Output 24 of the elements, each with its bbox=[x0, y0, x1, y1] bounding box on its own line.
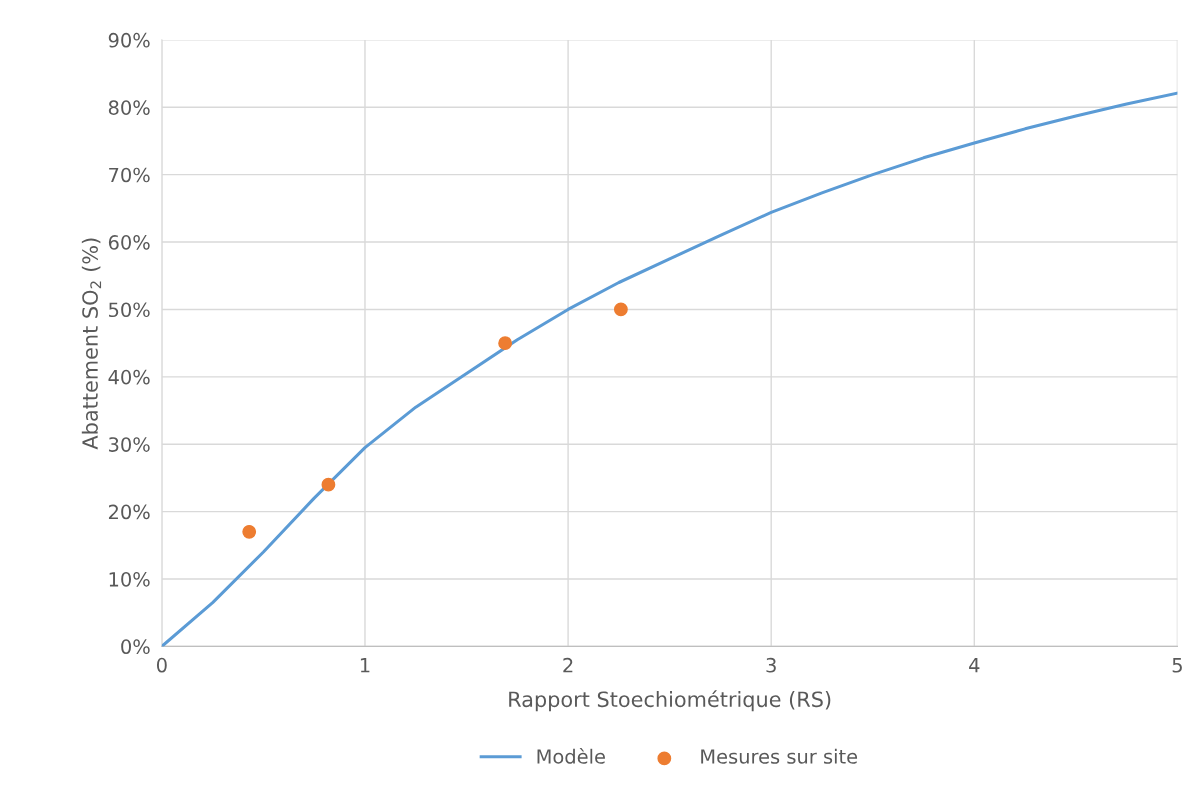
legend-label: Modèle bbox=[537, 748, 605, 764]
y-tick-label: 0% bbox=[121, 639, 150, 655]
y-tick-label: 20% bbox=[108, 504, 150, 520]
y-tick-label: 80% bbox=[108, 100, 150, 115]
point bbox=[321, 477, 336, 492]
y-axis-title: Abattement SO$_{2}$ (%) bbox=[81, 238, 102, 450]
y-tick-label: 10% bbox=[109, 571, 150, 587]
x-tick-label: 1 bbox=[360, 658, 370, 673]
y-tick-label: 90% bbox=[108, 32, 150, 48]
x-tick-label: 0 bbox=[156, 657, 167, 673]
x-axis-title: Rapport Stoechiométrique (RS) bbox=[509, 690, 831, 712]
y-tick-label: 30% bbox=[109, 437, 150, 452]
y-tick-label: 70% bbox=[109, 167, 150, 183]
point bbox=[242, 524, 257, 539]
x-tick-label: 5 bbox=[1172, 658, 1182, 673]
y-tick-label: 50% bbox=[109, 302, 150, 318]
point bbox=[613, 302, 628, 317]
y-tick-label: 60% bbox=[108, 235, 150, 250]
x-tick-label: 3 bbox=[766, 657, 776, 673]
y-tick-label: 40% bbox=[108, 369, 150, 385]
point bbox=[498, 336, 513, 351]
x-tick-label: 4 bbox=[969, 658, 980, 673]
legend-label: Mesures sur site bbox=[701, 748, 858, 764]
x-tick-label: 2 bbox=[563, 657, 573, 673]
